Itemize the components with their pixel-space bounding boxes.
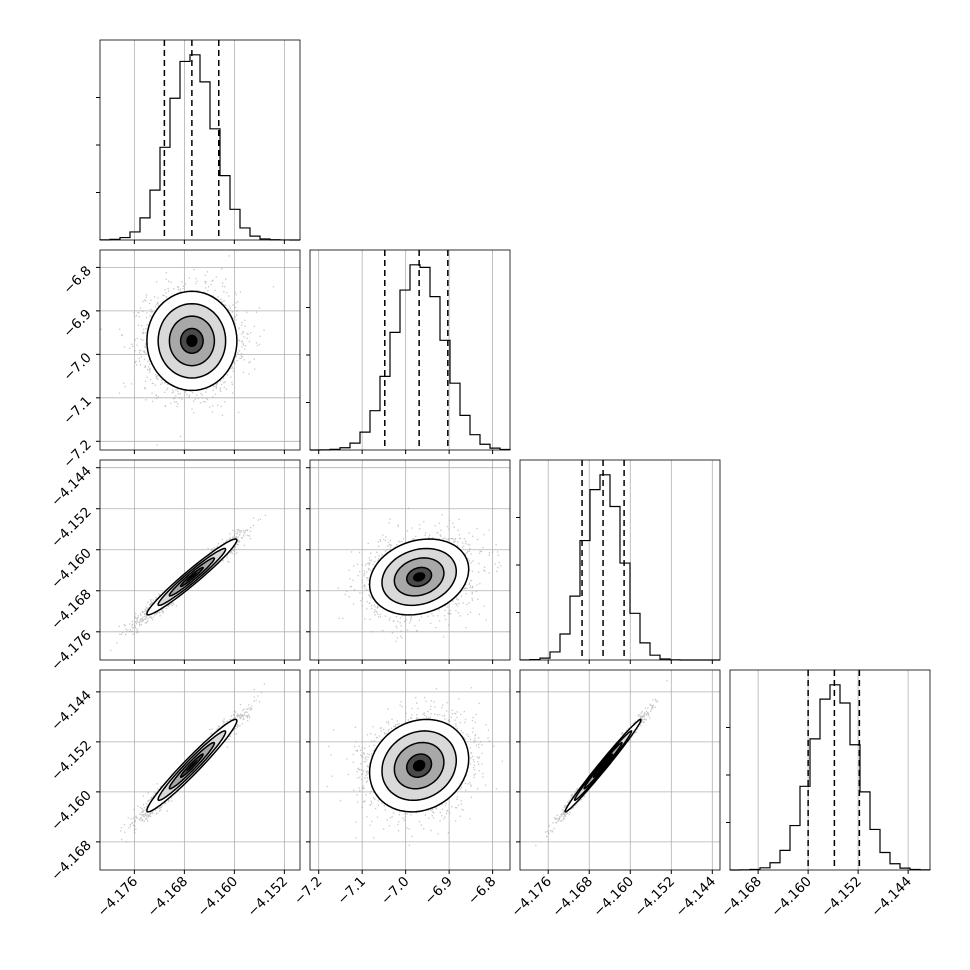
x-tick-label: −4.168 [145,874,192,921]
joint-density [326,687,504,846]
panel-frame [309,459,511,661]
joint-panel-1-0: −7.2 −7.1 −7.0 −6.9 −6.8 [60,249,301,471]
y-tick-label: −7.0 [60,350,94,384]
density-peak [186,759,198,772]
histogram-step [729,684,931,871]
contour-line [146,538,238,616]
density-peak [412,759,426,772]
density-peak [186,334,198,348]
panel-frame [99,459,301,661]
panel-frame [309,669,511,871]
contour-line [564,718,642,813]
x-tick-label: −4.160 [195,874,242,921]
joint-density [337,507,502,643]
x-tick-label: −4.176 [508,874,555,921]
contour-line [168,741,216,790]
contour-line [393,741,445,790]
contour-line [146,718,238,813]
panel-frame [729,669,931,871]
joint-density [535,680,668,847]
contour-line [157,547,227,607]
marginal-panel-1 [306,249,511,454]
contour-line [368,718,470,813]
joint-density [100,255,275,446]
marginal-panel-0 [96,39,301,244]
marginal-panel-2 [516,459,721,664]
contour-line [583,741,623,790]
x-tick-label: −4.144 [868,874,915,921]
panel-frame [99,669,301,871]
contour-line [393,557,445,597]
panel-frame [309,249,511,451]
contour-line [146,290,238,392]
y-tick-label: −6.8 [60,263,94,297]
marginal-panel-3: −4.168 −4.160 −4.152 −4.144 [718,669,931,921]
y-tick-label: −4.160 [48,787,95,834]
x-tick-label: −4.168 [718,874,765,921]
joint-panel-2-1 [306,459,511,664]
x-tick-label: −6.9 [421,874,455,908]
y-tick-label: −4.168 [48,837,95,884]
joint-panel-3-0: −4.176 −4.168 −4.160 −4.152−4.168−4.160−4.1… [48,669,301,921]
density-peak [598,759,608,772]
contour-line [168,315,216,367]
joint-panel-2-0: −4.176−4.168−4.160−4.152−4.144 [48,459,301,674]
x-tick-label: −4.152 [245,874,292,921]
x-tick-label: −4.144 [672,874,719,921]
panel-frame [519,459,721,661]
joint-panel-3-1: −7.2 −7.1 −7.0 −6.9 −6.8 [291,669,511,908]
contour-line [157,730,227,802]
x-tick-label: −6.8 [465,874,499,908]
x-tick-label: −4.152 [631,874,678,921]
density-peak [186,572,198,582]
contour-line [405,753,433,778]
y-tick-label: −6.9 [60,306,94,340]
panel-frame [99,39,301,241]
histogram-step [519,474,720,661]
histogram-step [99,54,301,241]
joint-panel-3-2: −4.176−4.168−4.160−4.152−4.144 [508,669,721,921]
contour-line [179,327,204,355]
contour-line [368,538,470,616]
y-tick-label: −4.144 [48,687,95,734]
contour-line [168,557,216,597]
joint-density [119,682,266,843]
y-tick-label: −7.2 [60,437,94,471]
y-tick-label: −7.1 [60,393,94,427]
contour-line [405,566,433,588]
x-tick-label: −7.0 [378,874,412,908]
contour-line [179,566,204,588]
contour-line [157,302,227,379]
contour-line [381,547,458,607]
panel-frame [99,249,301,451]
histogram-step [309,264,511,451]
contour-line [573,730,633,802]
x-tick-label: −7.1 [335,874,369,908]
x-tick-label: −7.2 [291,874,325,908]
y-tick-label: −4.176 [48,627,95,674]
contour-line [179,753,204,778]
y-tick-label: −4.168 [48,586,95,633]
joint-density [109,514,267,651]
y-tick-label: −4.160 [48,545,95,592]
contour-line [381,730,458,802]
y-tick-label: −4.152 [48,504,95,551]
x-tick-label: −4.160 [768,874,815,921]
x-tick-label: −4.152 [818,874,865,921]
panel-frame [519,669,721,871]
density-peak [412,572,426,582]
x-tick-label: −4.160 [590,874,637,921]
x-tick-label: −4.168 [549,874,596,921]
x-tick-label: −4.176 [95,874,142,921]
contour-line [592,753,614,778]
y-tick-label: −4.152 [48,737,95,784]
